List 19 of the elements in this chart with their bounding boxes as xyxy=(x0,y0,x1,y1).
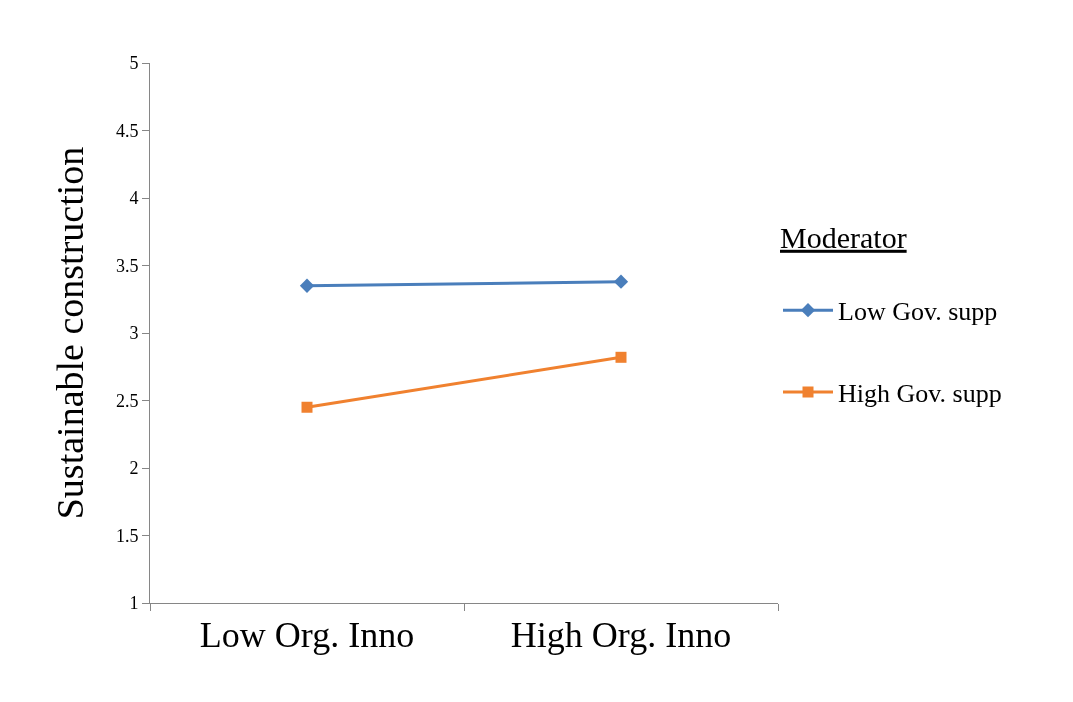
legend-label: High Gov. supp xyxy=(838,379,1002,409)
y-tick-label: 1 xyxy=(129,593,139,614)
point xyxy=(615,351,627,363)
point xyxy=(299,278,315,293)
y-tick-label: 1.5 xyxy=(115,525,139,546)
y-tick-label: 4 xyxy=(129,188,139,209)
y-axis-title: Sustainable construction xyxy=(49,146,92,520)
legend-title: Moderator xyxy=(780,220,907,254)
legend-label: Low Gov. supp xyxy=(838,297,998,327)
y-tick-label: 5 xyxy=(129,53,139,74)
point xyxy=(301,401,313,413)
y-tick-label: 2.5 xyxy=(115,390,139,411)
y-tick-label: 2 xyxy=(129,458,139,479)
x-tick-label: Low Org. Inno xyxy=(199,615,415,656)
point xyxy=(613,274,629,289)
y-tick-label: 3 xyxy=(129,323,139,344)
x-tick-label: High Org. Inno xyxy=(510,615,732,656)
y-tick-label: 3.5 xyxy=(115,255,139,276)
y-tick-label: 4.5 xyxy=(115,120,139,141)
